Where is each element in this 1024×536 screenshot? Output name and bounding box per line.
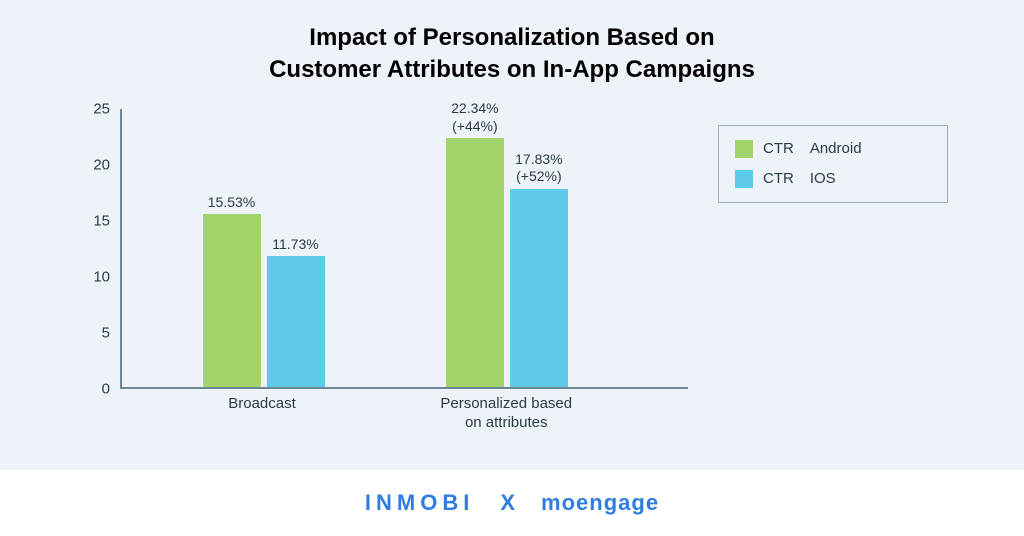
title-line-1: Impact of Personalization Based on <box>40 22 984 54</box>
x-axis-label: Personalized basedon attributes <box>440 395 572 433</box>
legend-metric: CTR <box>763 140 794 157</box>
y-tick: 0 <box>66 380 110 397</box>
y-axis: 0510152025 <box>76 109 120 389</box>
legend-platform: Android <box>810 140 862 157</box>
chart: 0510152025 15.53%11.73%22.34%(+44%)17.83… <box>76 99 688 439</box>
x-axis-label: Broadcast <box>228 395 296 414</box>
brand-separator: X <box>500 490 515 516</box>
brand-inmobi: INMOBI <box>365 490 474 516</box>
bar-android: 22.34%(+44%) <box>446 138 504 386</box>
y-tick: 25 <box>66 100 110 117</box>
brand-moengage: moengage <box>541 490 659 516</box>
chart-title: Impact of Personalization Based on Custo… <box>40 22 984 87</box>
legend-item-android: CTR Android <box>735 134 931 164</box>
bar-android: 15.53% <box>203 214 261 387</box>
bar-value-label: 22.34%(+44%) <box>451 100 498 135</box>
legend-item-ios: CTR IOS <box>735 164 931 194</box>
bar-ios: 11.73% <box>267 256 325 386</box>
bar-value-label: 11.73% <box>272 236 318 254</box>
bar-ios: 17.83%(+52%) <box>510 189 568 387</box>
x-axis-labels: Broadcast Personalized basedon attributes <box>120 389 688 439</box>
bar-group: 15.53%11.73% <box>200 109 328 387</box>
legend-swatch <box>735 170 753 188</box>
y-tick: 10 <box>66 268 110 285</box>
footer-brands: INMOBI X moengage <box>0 470 1024 536</box>
bar-group: 22.34%(+44%)17.83%(+52%) <box>443 109 571 387</box>
content-row: 0510152025 15.53%11.73%22.34%(+44%)17.83… <box>40 99 984 470</box>
main-area: Impact of Personalization Based on Custo… <box>0 0 1024 470</box>
y-tick: 5 <box>66 324 110 341</box>
legend-box: CTR Android CTR IOS <box>718 125 948 203</box>
bar-value-label: 17.83%(+52%) <box>515 151 562 186</box>
legend-swatch <box>735 140 753 158</box>
plot-area: 15.53%11.73%22.34%(+44%)17.83%(+52%) <box>120 109 688 389</box>
y-tick: 20 <box>66 156 110 173</box>
legend: CTR Android CTR IOS <box>718 99 948 470</box>
bar-value-label: 15.53% <box>208 194 255 212</box>
title-line-2: Customer Attributes on In-App Campaigns <box>40 54 984 86</box>
legend-metric: CTR <box>763 170 794 187</box>
legend-platform: IOS <box>810 170 836 187</box>
y-tick: 15 <box>66 212 110 229</box>
